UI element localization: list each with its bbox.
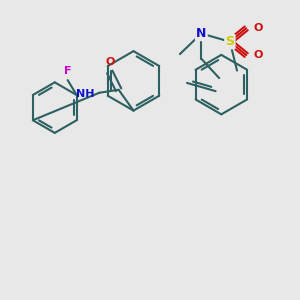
Text: S: S — [225, 35, 234, 48]
Text: O: O — [105, 58, 114, 68]
Text: O: O — [254, 50, 263, 60]
Text: NH: NH — [76, 89, 95, 99]
Text: O: O — [254, 23, 263, 33]
Text: N: N — [196, 27, 206, 40]
Text: F: F — [64, 66, 71, 76]
